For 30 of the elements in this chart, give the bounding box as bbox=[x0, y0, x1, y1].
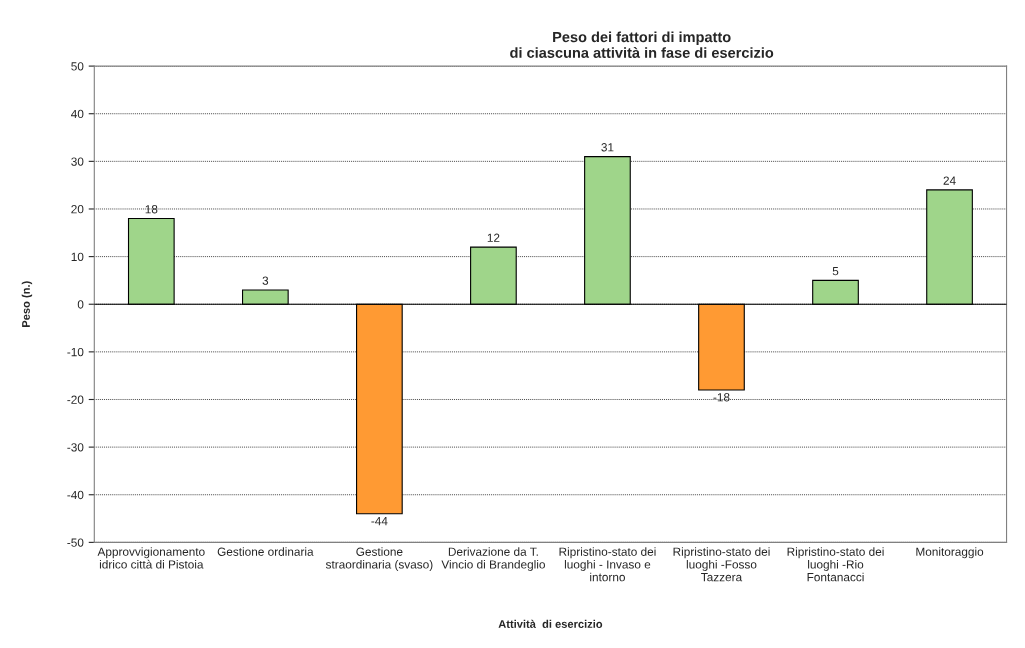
data-label: 5 bbox=[832, 267, 839, 276]
data-label: 18 bbox=[145, 205, 158, 214]
data-label: 12 bbox=[487, 233, 500, 242]
data-label: -44 bbox=[371, 517, 388, 526]
y-tick-label: 40 bbox=[71, 109, 84, 119]
x-tick-label: Ripristino-stato dei luoghi -Fosso Tazzera bbox=[673, 547, 770, 582]
x-tick-label: Monitoraggio bbox=[916, 547, 984, 559]
x-tick-label: Gestione ordinaria bbox=[217, 547, 314, 556]
y-tick-label: 20 bbox=[71, 205, 84, 214]
x-tick-label: Approvvigionamento idrico città di Pistoia bbox=[97, 547, 205, 569]
y-tick-label: -10 bbox=[67, 347, 84, 357]
data-label: 24 bbox=[943, 176, 956, 185]
x-tick-label: Gestione straordinaria (svaso) bbox=[325, 547, 433, 571]
y-tick-label: 50 bbox=[71, 62, 84, 71]
data-label: 31 bbox=[601, 143, 614, 152]
y-tick-label: -20 bbox=[67, 395, 84, 404]
y-tick-label: 0 bbox=[77, 300, 84, 309]
y-tick-label: -40 bbox=[67, 490, 84, 500]
y-tick-label: -30 bbox=[67, 443, 84, 452]
data-label: 3 bbox=[262, 276, 269, 285]
x-tick-label: Ripristino-stato dei luoghi -Rio Fontanacci bbox=[787, 547, 884, 582]
y-tick-label: -50 bbox=[67, 538, 84, 547]
y-tick-label: 30 bbox=[71, 157, 84, 166]
data-label: -18 bbox=[713, 393, 730, 402]
x-tick-label: Ripristino-stato dei luoghi - Invaso e intorno bbox=[559, 547, 656, 582]
y-axis-title: Peso (n.) bbox=[21, 281, 33, 327]
x-tick-label: Derivazione da T. Vincio di Brandeglio bbox=[441, 547, 545, 571]
chart-title: Peso dei fattori di impatto di ciascuna attività in fase di esercizio bbox=[510, 31, 774, 58]
y-tick-label: 10 bbox=[71, 252, 84, 261]
x-axis-title: Attività di esercizio bbox=[498, 619, 603, 628]
